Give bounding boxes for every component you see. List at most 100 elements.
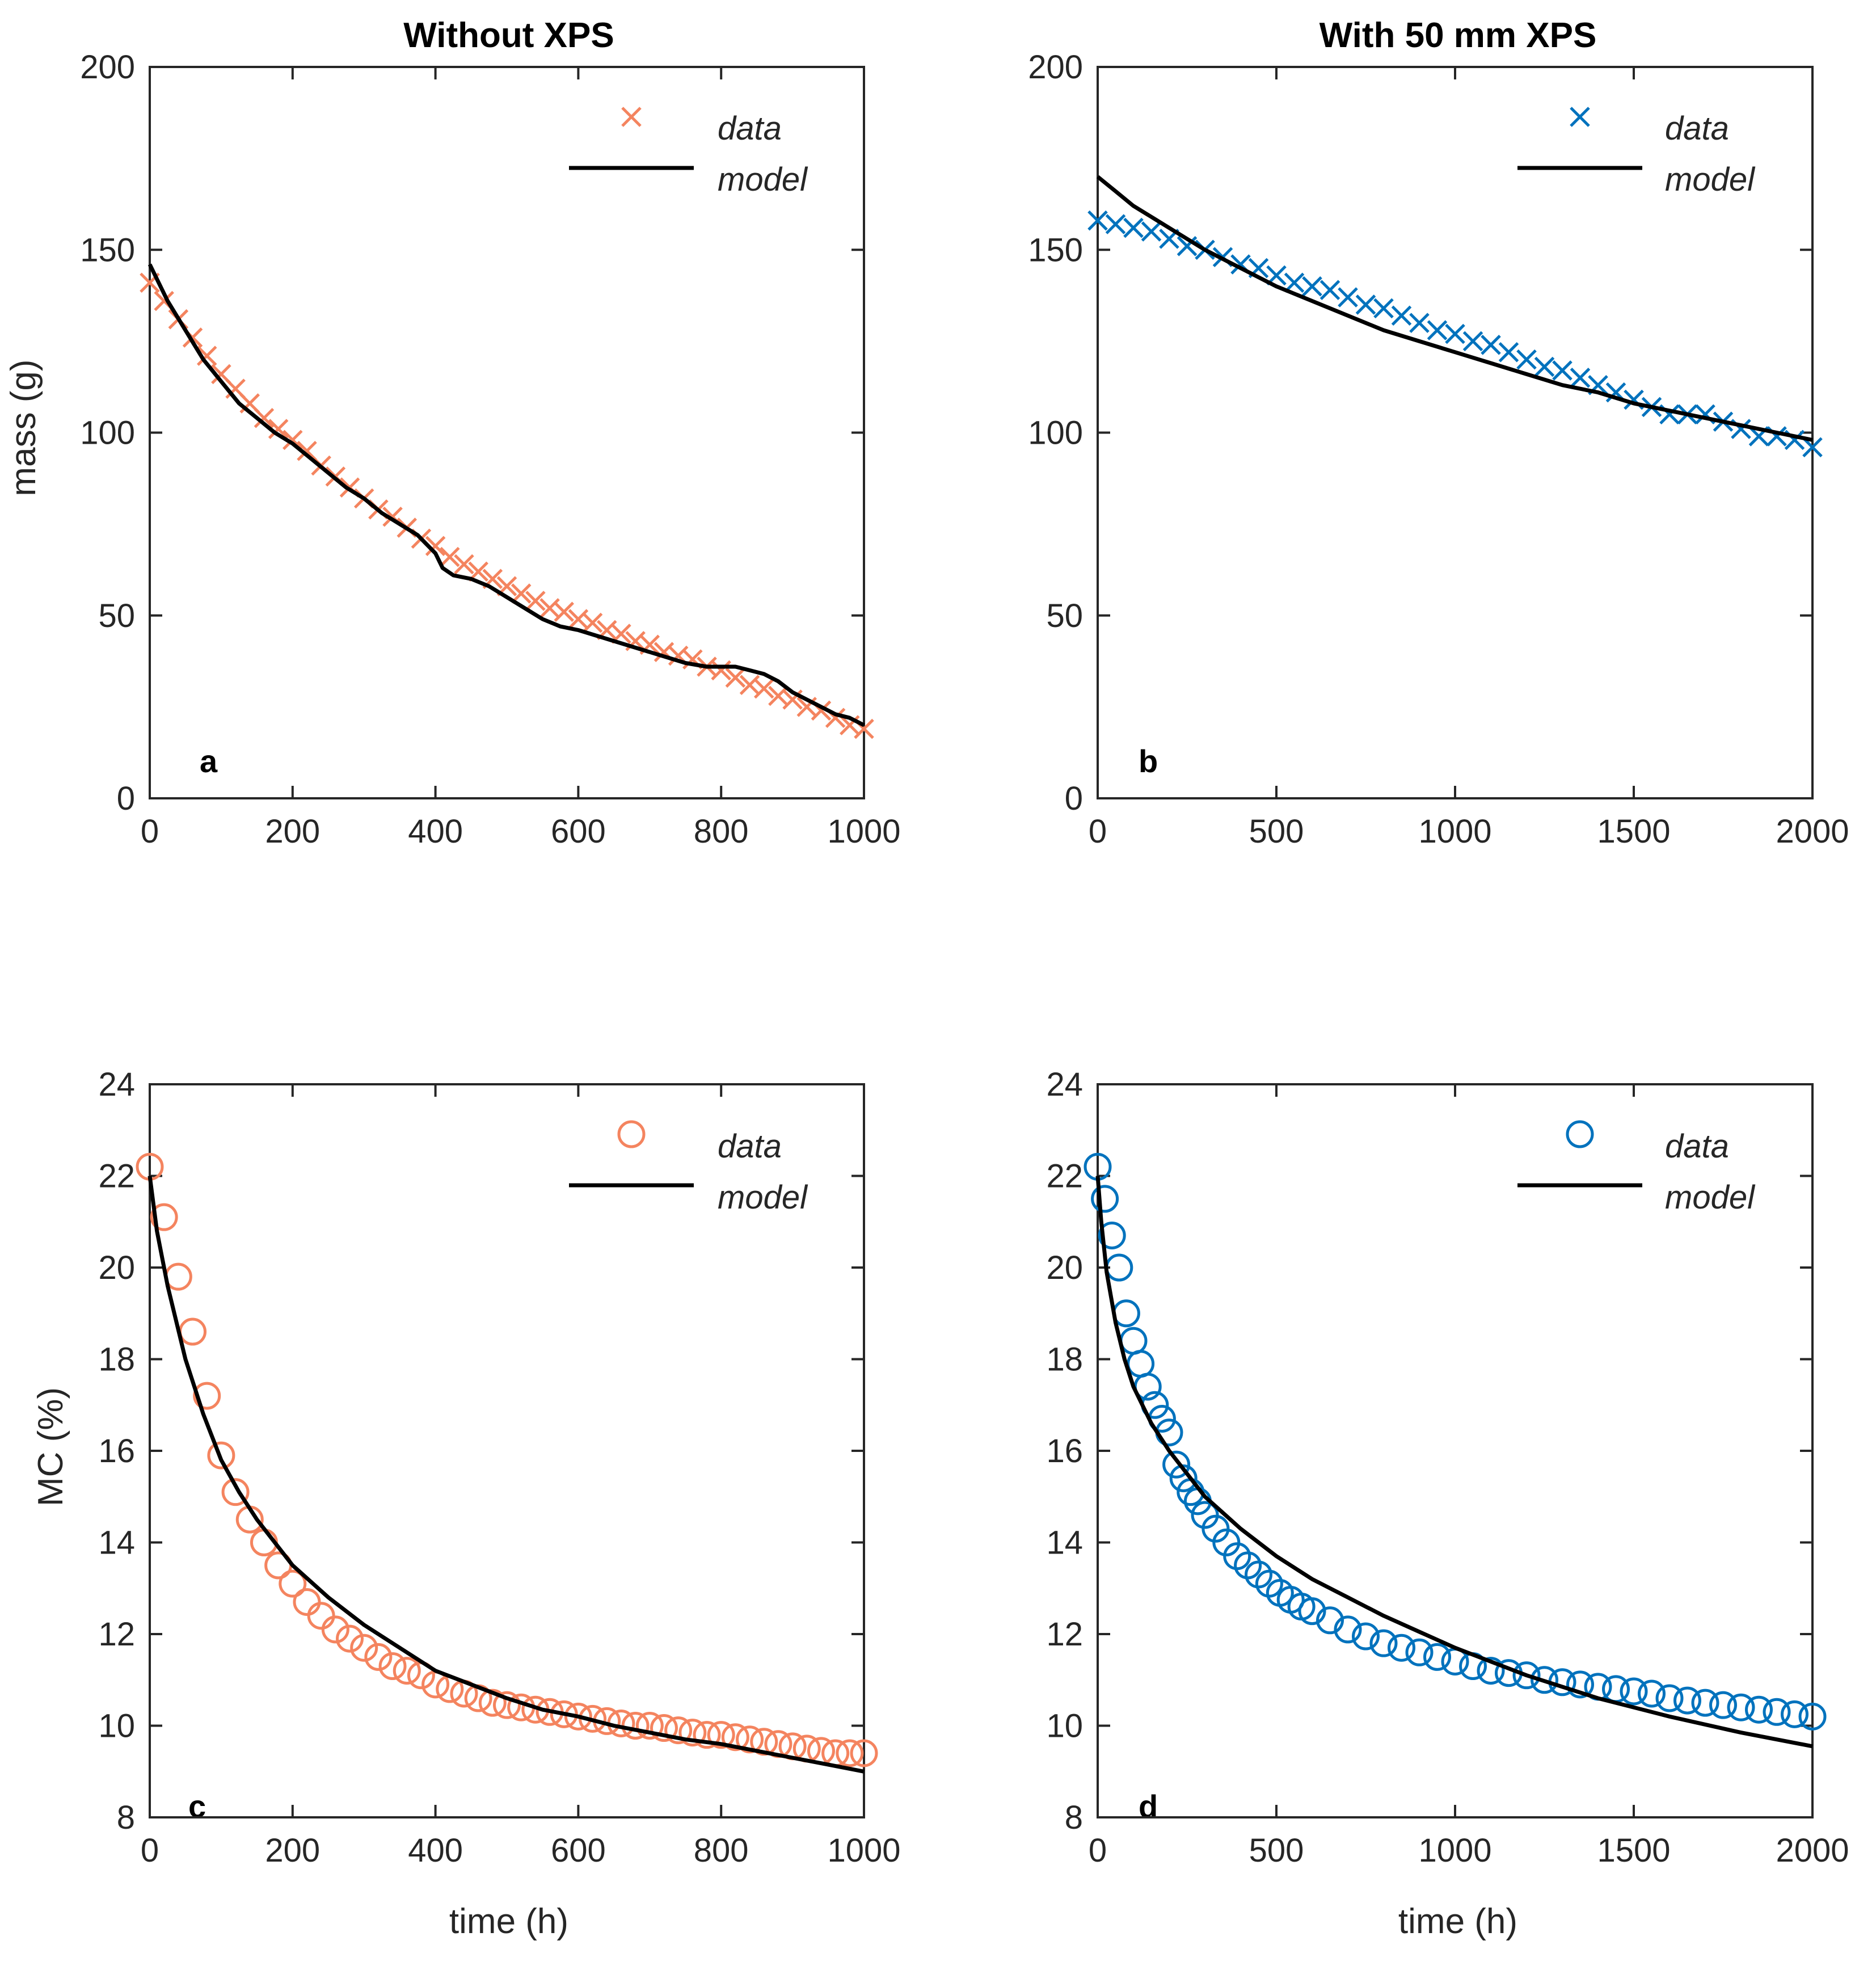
panel-b-data-point [1355, 294, 1376, 315]
panel-b-letter: b [1139, 743, 1158, 779]
panel-c-ytick-label: 20 [98, 1249, 135, 1286]
panel-b-data-point [1141, 221, 1162, 242]
panel-c-data-point [193, 1382, 221, 1410]
panel-d-ytick-label: 24 [1046, 1066, 1083, 1103]
panel-d-data-point [1388, 1634, 1415, 1662]
panel-b-xtick-label: 500 [1249, 813, 1304, 850]
panel-c-data-point [836, 1739, 864, 1767]
panel-c-ytick-label: 14 [98, 1525, 135, 1561]
panel-b-data-point [1373, 298, 1394, 319]
panel-d-model-line [1095, 1176, 1813, 1749]
panel-d-data-point [1162, 1450, 1191, 1479]
panel-d-data-point [1798, 1702, 1827, 1731]
panel-b-xtick-labels: 0 500 1000 1500 2000 [1089, 813, 1849, 850]
panel-c-xtick-label: 0 [141, 1832, 159, 1869]
panel-b-ytick-label: 150 [1028, 231, 1083, 268]
panel-d-data-point [1763, 1698, 1791, 1726]
panel-d-legend-data-label: data [1665, 1128, 1729, 1165]
panel-a-xtick-label: 400 [408, 813, 463, 850]
panel-b-data-point [1177, 236, 1198, 256]
panel-b-legend-data-label: data [1665, 110, 1729, 147]
panel-c-data-point [321, 1615, 349, 1644]
panel-a-ytick-label: 0 [117, 780, 135, 817]
panel-b-ytick-label: 50 [1046, 597, 1083, 634]
panel-d-ytick-labels: 8 10 12 14 16 18 20 22 24 [1046, 1066, 1083, 1836]
panel-a-ytick-label: 150 [80, 231, 135, 268]
panel-b-legend-model-label: model [1665, 161, 1756, 198]
panel-d-data-point [1620, 1677, 1648, 1706]
panel-d-data-point [1512, 1661, 1541, 1690]
panel-c-data-point [721, 1723, 749, 1752]
panel-d-ytick-label: 16 [1046, 1433, 1083, 1470]
panel-a-xtick-label: 600 [551, 813, 606, 850]
panel-d-data-point [1727, 1693, 1755, 1721]
panel-b-ytick-label: 100 [1028, 415, 1083, 452]
panel-b-data-point [1284, 272, 1305, 293]
panel-a-data-point [725, 667, 746, 688]
panel-c-legend-data-label: data [718, 1128, 782, 1165]
panel-d-ytick-label: 18 [1046, 1341, 1083, 1378]
panel-b-model-line [1096, 175, 1813, 442]
panel-c-data-point [736, 1725, 764, 1754]
panel-d-xtick-labels: 0 500 1000 1500 2000 [1089, 1832, 1849, 1869]
panel-a: Without XPS mass (g) 0 200 400 600 800 1… [4, 16, 901, 850]
panel-d-data-point [1655, 1684, 1684, 1712]
panel-c-letter: c [188, 1788, 206, 1824]
panel-b-data-point [1498, 342, 1519, 363]
panel-b-data-point [1534, 356, 1555, 377]
panel-d-data-point [1709, 1691, 1737, 1719]
panel-d-data-point [1423, 1643, 1451, 1671]
panel-d-data-point [1477, 1657, 1505, 1685]
panel-c-data-point [678, 1719, 707, 1747]
panel-c-ytick-label: 18 [98, 1341, 135, 1378]
panel-c-ytick-label: 10 [98, 1708, 135, 1745]
panel-c-ylabel: MC (%) [31, 1387, 70, 1506]
panel-d-ytick-label: 20 [1046, 1249, 1083, 1286]
panel-d-data-point [1638, 1679, 1666, 1708]
panel-c-data-point [150, 1203, 178, 1231]
panel-d-data-point [1369, 1629, 1398, 1657]
panel-a-legend-model-label: model [718, 161, 808, 198]
panel-b-data-point [1552, 360, 1573, 381]
panel-d-xtick-label: 0 [1089, 1832, 1107, 1869]
panel-d-ytick-label: 10 [1046, 1708, 1083, 1745]
panel-d-data-point [1405, 1638, 1434, 1666]
panel-b-data-point [1302, 276, 1322, 297]
panel-b-legend-data-marker [1570, 107, 1590, 127]
panel-a-data-point [582, 612, 603, 633]
panel-c: time (h) MC (%) 0 200 400 600 800 1000 8… [31, 1066, 901, 1941]
panel-c-data-point [635, 1712, 664, 1740]
panel-c-ytick-label: 16 [98, 1433, 135, 1470]
panel-c-data-point [207, 1441, 235, 1470]
panel-c-data-point [650, 1714, 678, 1742]
panel-d-data-series [1084, 1152, 1827, 1731]
panel-b-data-point [1427, 320, 1448, 340]
panel-a-data-series [140, 272, 874, 739]
panel-c-data-point [378, 1652, 407, 1681]
panel-b-data-point [1105, 214, 1126, 234]
panel-c-xtick-label: 400 [408, 1832, 463, 1869]
panel-c-data-point [493, 1691, 521, 1719]
panel-d: time (h) 0 500 1000 1500 2000 8 10 12 14… [1046, 1066, 1849, 1941]
panel-a-data-point [440, 546, 460, 567]
panel-b-data-point [1445, 323, 1465, 344]
panel-d-legend-data-marker [1566, 1120, 1594, 1148]
panel-c-data-point [393, 1657, 421, 1685]
panel-a-xtick-label: 0 [141, 813, 159, 850]
panel-c-data-point [350, 1634, 378, 1662]
panel-b-data-point [1338, 287, 1358, 308]
panel-c-xlabel: time (h) [449, 1902, 568, 1941]
panel-c-data-point [850, 1739, 878, 1767]
panel-a-data-point [753, 678, 774, 699]
panel-a-legend-data-label: data [718, 110, 782, 147]
panel-d-letter: d [1139, 1788, 1158, 1824]
panel-b-ytick-label: 200 [1028, 49, 1083, 86]
panel-d-data-point [1691, 1689, 1719, 1717]
panel-c-legend-model-label: model [718, 1179, 808, 1216]
panel-a-letter: a [200, 743, 218, 779]
panel-b-data-point [1481, 335, 1501, 355]
panel-c-ytick-label: 8 [117, 1799, 135, 1836]
panel-b-data-point [1462, 331, 1483, 352]
panel-d-data-point [1098, 1221, 1126, 1249]
